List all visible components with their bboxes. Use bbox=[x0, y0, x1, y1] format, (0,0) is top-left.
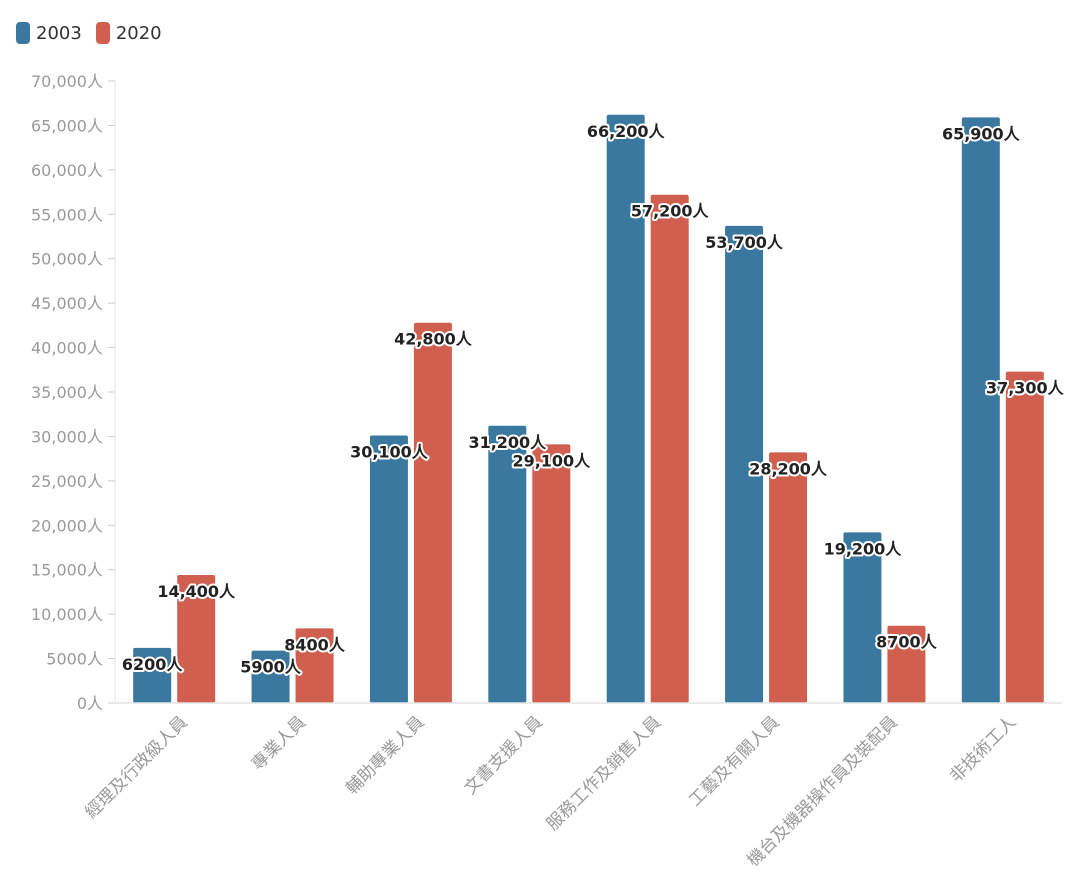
bar-2020-1[interactable] bbox=[295, 628, 334, 703]
y-tick-label: 40,000人 bbox=[31, 339, 103, 358]
y-tick-label: 60,000人 bbox=[31, 161, 103, 180]
y-tick-label: 0人 bbox=[77, 694, 103, 713]
y-tick-label: 45,000人 bbox=[31, 294, 103, 313]
data-label-2003-0: 6200人 bbox=[122, 655, 184, 674]
bar-2003-3[interactable] bbox=[488, 425, 527, 703]
legend: 2003 2020 bbox=[16, 22, 162, 44]
x-category-label: 文書支援人員 bbox=[461, 712, 547, 798]
bar-2003-6[interactable] bbox=[843, 532, 882, 703]
data-label-2020-3: 29,100人 bbox=[512, 451, 591, 470]
bar-2003-5[interactable] bbox=[725, 225, 764, 703]
x-category-label: 工藝及有關人員 bbox=[685, 712, 783, 810]
data-label-2003-2: 30,100人 bbox=[350, 443, 429, 462]
y-tick-label: 55,000人 bbox=[31, 205, 103, 224]
data-label-2003-4: 66,200人 bbox=[587, 122, 666, 141]
data-label-2020-7: 37,300人 bbox=[986, 379, 1065, 398]
bars bbox=[133, 114, 1044, 704]
data-label-2003-3: 31,200人 bbox=[468, 433, 547, 452]
legend-swatch-2003 bbox=[16, 22, 30, 44]
x-category-label: 非技術工人 bbox=[946, 712, 1020, 786]
y-tick-label: 35,000人 bbox=[31, 383, 103, 402]
y-tick-label: 25,000人 bbox=[31, 472, 103, 491]
bar-2003-4[interactable] bbox=[606, 114, 645, 703]
data-label-2020-1: 8400人 bbox=[284, 635, 346, 654]
legend-label-2020: 2020 bbox=[115, 22, 162, 44]
bar-2003-0[interactable] bbox=[133, 647, 172, 703]
y-tick-label: 30,000人 bbox=[31, 427, 103, 446]
data-label-2020-0: 14,400人 bbox=[157, 582, 236, 601]
y-tick-label: 15,000人 bbox=[31, 561, 103, 580]
y-tick-label: 70,000人 bbox=[31, 72, 103, 91]
y-tick-label: 50,000人 bbox=[31, 250, 103, 269]
legend-item-2003[interactable]: 2003 bbox=[16, 22, 82, 44]
data-label-2020-6: 8700人 bbox=[876, 633, 938, 652]
bar-2003-2[interactable] bbox=[369, 435, 408, 703]
x-category-label: 輔助專業人員 bbox=[342, 712, 428, 798]
y-tick-label: 65,000人 bbox=[31, 116, 103, 135]
y-tick-label: 5000人 bbox=[46, 650, 103, 669]
bar-2020-4[interactable] bbox=[650, 194, 689, 704]
y-tick-label: 10,000人 bbox=[31, 605, 103, 624]
x-category-label: 經理及行政級人員 bbox=[81, 712, 191, 822]
bar-2020-6[interactable] bbox=[887, 625, 926, 703]
legend-item-2020[interactable]: 2020 bbox=[95, 22, 162, 44]
bar-2003-7[interactable] bbox=[961, 117, 1000, 704]
data-label-2003-7: 65,900人 bbox=[942, 124, 1021, 143]
bar-2020-0[interactable] bbox=[177, 575, 216, 703]
data-label-2020-2: 42,800人 bbox=[394, 330, 473, 349]
data-label-2003-5: 53,700人 bbox=[705, 233, 784, 252]
y-tick-label: 20,000人 bbox=[31, 516, 103, 535]
bar-2020-2[interactable] bbox=[413, 322, 452, 703]
data-label-2020-4: 57,200人 bbox=[631, 202, 710, 221]
bar-2020-3[interactable] bbox=[532, 444, 571, 703]
y-axis: 0人 5000人 10,000人 15,000人 20,000人 25,000人 30,00… bbox=[31, 72, 116, 713]
data-label-2020-5: 28,200人 bbox=[749, 459, 828, 478]
data-label-2003-6: 19,200人 bbox=[824, 539, 903, 558]
bar-2020-7[interactable] bbox=[1005, 371, 1044, 703]
legend-swatch-2020 bbox=[95, 22, 110, 44]
legend-label-2003: 2003 bbox=[36, 22, 82, 44]
bar-2020-5[interactable] bbox=[769, 452, 808, 703]
x-category-label: 服務工作及銷售人員 bbox=[543, 712, 665, 834]
data-label-2003-1: 5900人 bbox=[240, 658, 302, 677]
bar-2003-1[interactable] bbox=[251, 650, 290, 703]
data-labels: 6200人 14,400人 5900人 8400人 30,100人 42,800人 31,2… bbox=[120, 120, 1067, 679]
x-category-label: 專業人員 bbox=[248, 712, 310, 774]
